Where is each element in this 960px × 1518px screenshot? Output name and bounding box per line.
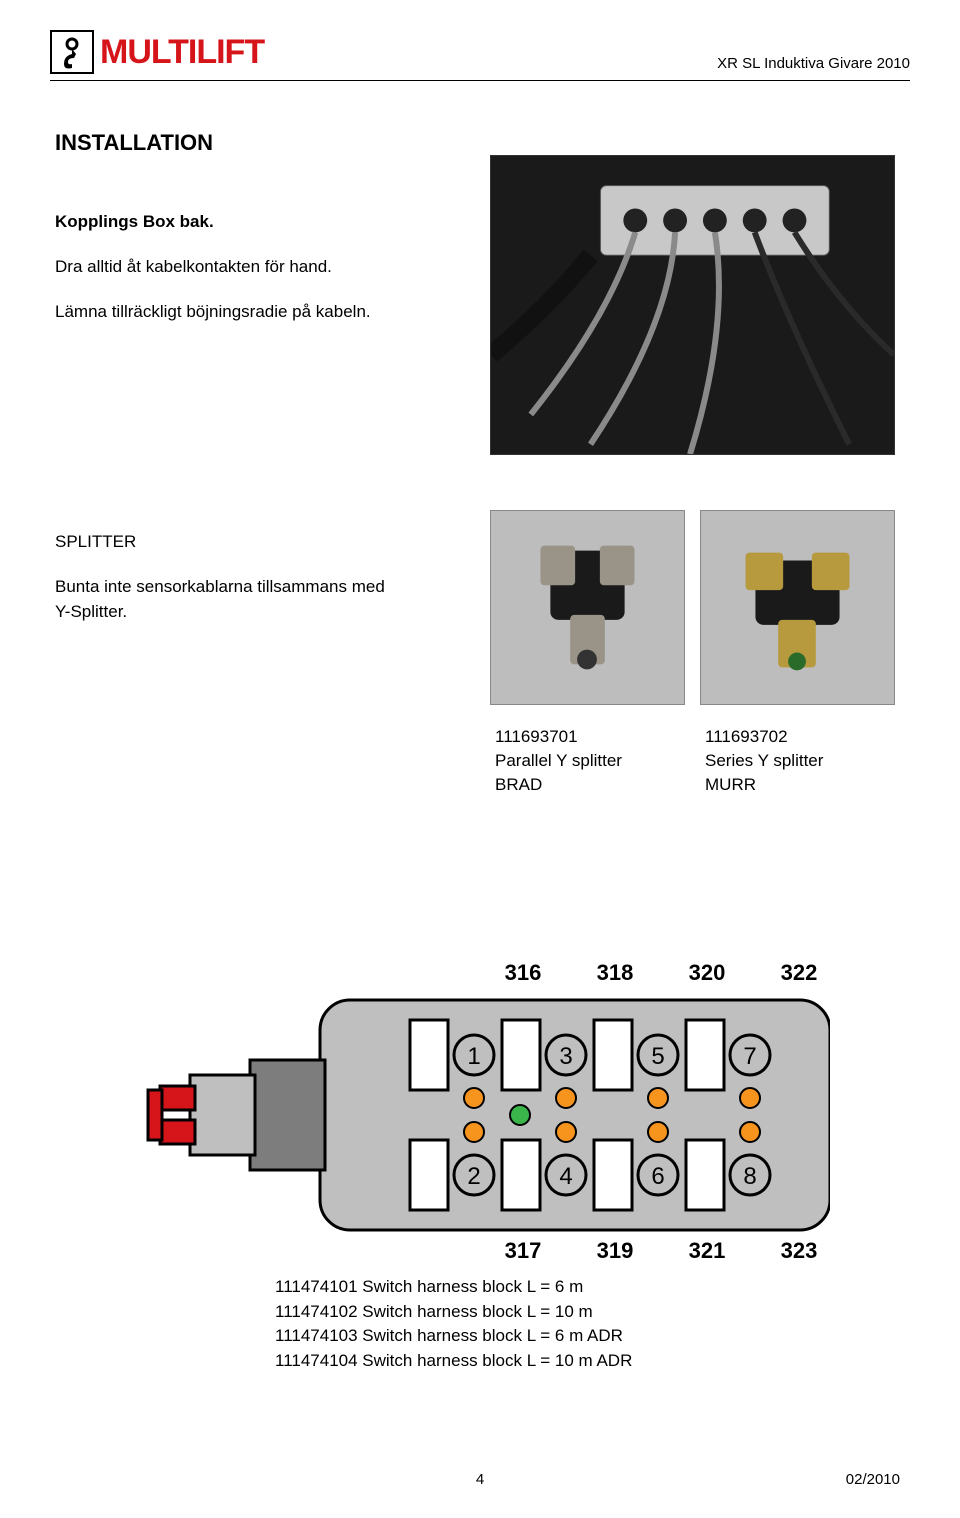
photo-series-splitter [700,510,895,705]
svg-text:2: 2 [467,1163,480,1190]
svg-text:3: 3 [559,1043,572,1070]
pin-label: 316 [498,960,548,986]
text-line: Lämna tillräckligt böjningsradie på kabe… [55,300,371,325]
pin-label: 321 [682,1238,732,1264]
subsection-kopplings: Kopplings Box bak. [55,210,214,235]
part-number: 111693702 [705,725,788,749]
pin-label: 317 [498,1238,548,1264]
brand-logo: MULTILIFT [50,30,264,74]
page-header: MULTILIFT XR SL Induktiva Givare 2010 [50,30,910,81]
hook-icon [50,30,94,74]
text-line: Bunta inte sensorkablarna tillsammans me… [55,575,385,600]
text-line: Dra alltid åt kabelkontakten för hand. [55,255,332,280]
text-line: Y-Splitter. [55,600,127,625]
svg-text:1: 1 [467,1043,480,1070]
pin-label: 322 [774,960,824,986]
svg-text:6: 6 [651,1163,664,1190]
svg-text:4: 4 [559,1163,572,1190]
photo-parallel-splitter [490,510,685,705]
part-number: 111693701 [495,725,578,749]
footer-date: 02/2010 [846,1471,900,1488]
photo-kopplings-box [490,155,895,455]
pin-label: 319 [590,1238,640,1264]
part-line: 111474101 Switch harness block L = 6 m [275,1275,632,1300]
part-line: 111474104 Switch harness block L = 10 m … [275,1349,632,1374]
page-number: 4 [476,1471,484,1488]
part-desc: Parallel Y splitter [495,749,622,773]
subsection-splitter-title: SPLITTER [55,530,136,555]
pin-label: 320 [682,960,732,986]
part-mfr: BRAD [495,773,542,797]
section-installation-title: INSTALLATION [55,130,213,156]
svg-text:5: 5 [651,1043,664,1070]
part-line: 111474102 Switch harness block L = 10 m [275,1300,632,1325]
parts-list: 111474101 Switch harness block L = 6 m 1… [275,1275,632,1374]
part-desc: Series Y splitter [705,749,823,773]
svg-text:7: 7 [743,1043,756,1070]
svg-text:8: 8 [743,1163,756,1190]
part-line: 111474103 Switch harness block L = 6 m A… [275,1324,632,1349]
document-title: XR SL Induktiva Givare 2010 [717,55,910,74]
brand-text: MULTILIFT [100,33,264,72]
pin-label: 323 [774,1238,824,1264]
part-mfr: MURR [705,773,756,797]
pin-label: 318 [590,960,640,986]
